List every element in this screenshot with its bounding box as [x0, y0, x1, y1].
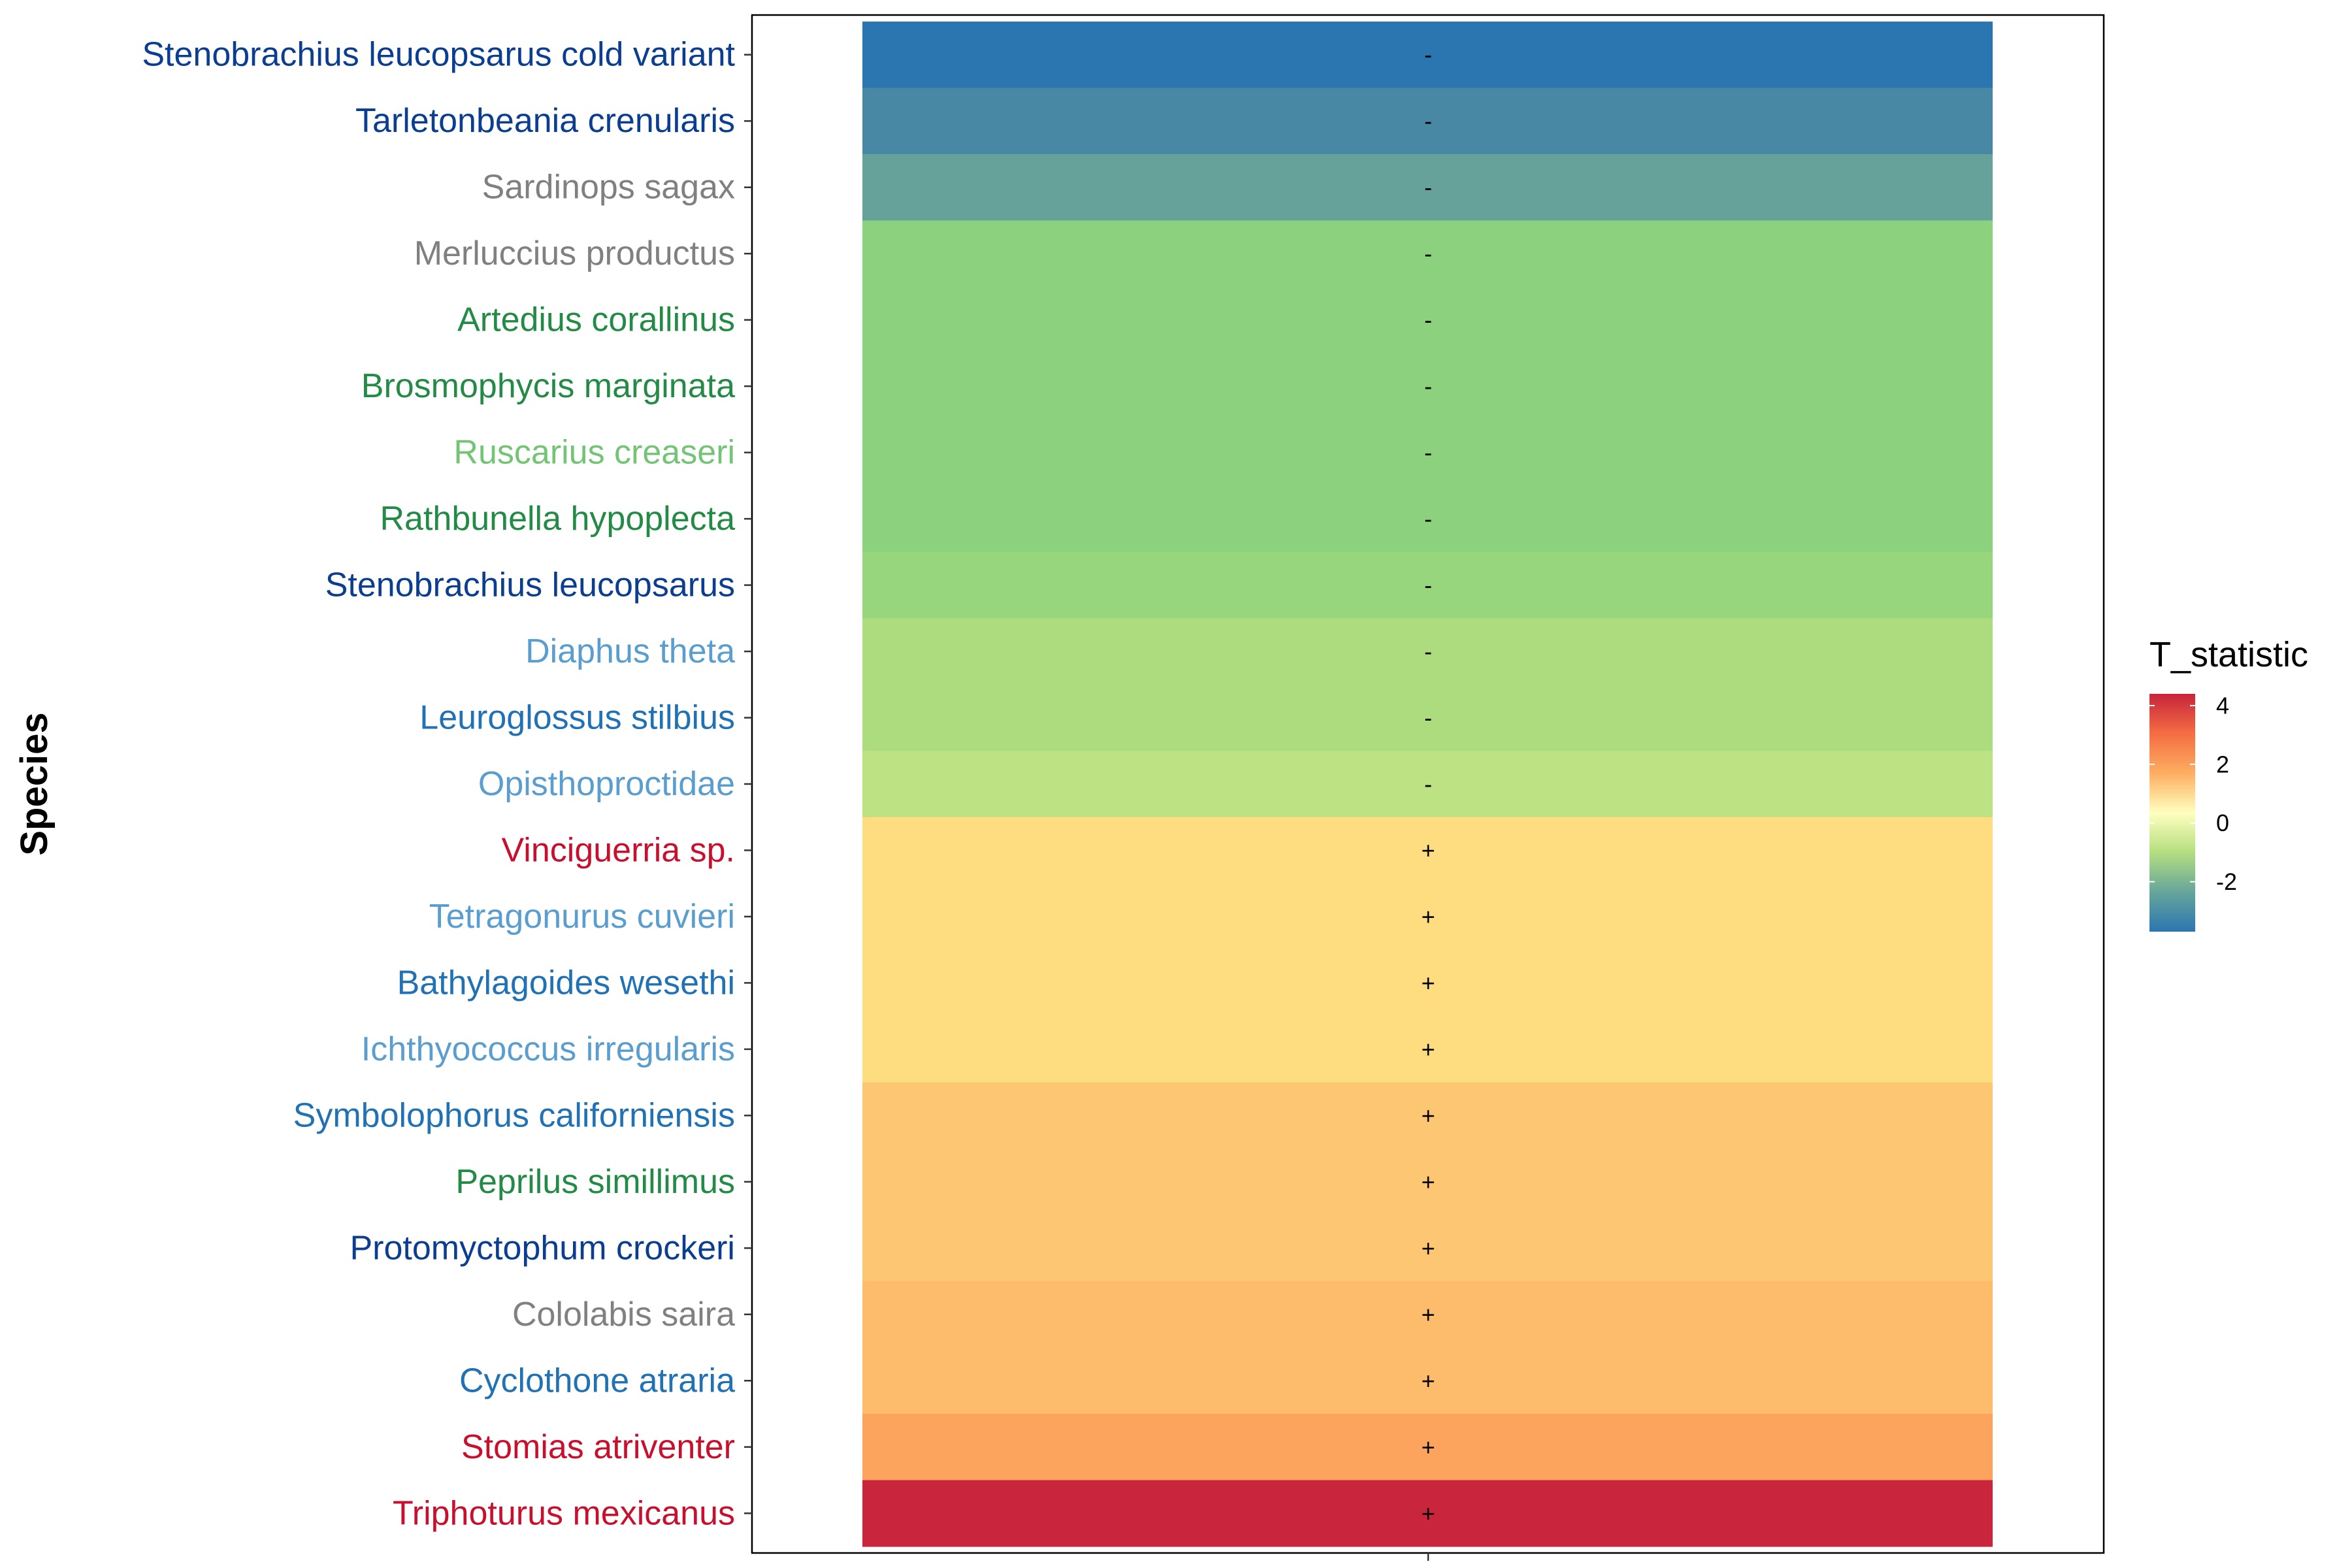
sign-label: - — [1424, 41, 1432, 68]
heatmap-tile — [862, 949, 1993, 1017]
heatmap-tile — [862, 1016, 1993, 1083]
species-label: Triphoturus mexicanus — [393, 1494, 735, 1532]
heatmap-tile — [862, 353, 1993, 420]
species-label: Stenobrachius leucopsarus cold variant — [142, 36, 735, 74]
sign-label: - — [1424, 638, 1432, 665]
legend-tick-label: 0 — [2216, 809, 2229, 836]
heatmap-tile — [862, 220, 1993, 287]
species-label: Rathbunella hypoplecta — [380, 500, 735, 538]
legend-colorbar — [2149, 694, 2195, 932]
heatmap-tile — [862, 1149, 1993, 1216]
heatmap-tile — [862, 485, 1993, 553]
species-label: Bathylagoides wesethi — [397, 964, 735, 1002]
sign-label: + — [1421, 1301, 1435, 1328]
sign-label: - — [1424, 572, 1432, 598]
heatmap-tile — [862, 88, 1993, 155]
sign-label: - — [1424, 771, 1432, 798]
heatmap-tile — [862, 419, 1993, 486]
sign-label: + — [1421, 1367, 1435, 1394]
species-label: Diaphus theta — [525, 632, 735, 670]
sign-label: - — [1424, 704, 1432, 731]
y-axis: Stenobrachius leucopsarus cold variant Ta… — [142, 36, 752, 1532]
heatmap-tile — [862, 618, 1993, 685]
sign-label: + — [1421, 1235, 1435, 1262]
sign-label: + — [1421, 903, 1435, 930]
heatmap-tile — [862, 1281, 1993, 1348]
species-label: Merluccius productus — [414, 235, 735, 272]
species-label: Cyclothone atraria — [459, 1362, 735, 1399]
species-label: Ruscarius creaseri — [453, 434, 735, 472]
sign-label: + — [1421, 1036, 1435, 1062]
sign-label: + — [1421, 1500, 1435, 1527]
sign-label: - — [1424, 439, 1432, 466]
species-label: Ichthyococcus irregularis — [361, 1030, 735, 1068]
sign-label: - — [1424, 174, 1432, 201]
species-label: Peprilus simillimus — [455, 1163, 735, 1201]
species-label: Brosmophycis marginata — [361, 367, 735, 405]
sign-label: + — [1421, 1102, 1435, 1129]
sign-label: + — [1421, 837, 1435, 864]
sign-labels: - - - - - - - - - - - - + + + + + + + + + + + — [1421, 41, 1435, 1527]
heatmap-tile — [862, 684, 1993, 751]
heatmap-tile — [862, 751, 1993, 818]
legend: T_statistic 4 2 0 -2 — [2149, 635, 2308, 932]
heatmap-tile — [862, 1347, 1993, 1414]
sign-label: + — [1421, 970, 1435, 996]
sign-label: + — [1421, 1433, 1435, 1460]
legend-tick-label: 2 — [2216, 751, 2229, 777]
species-label: Tarletonbeania crenularis — [355, 102, 735, 140]
species-label: Stomias atriventer — [461, 1428, 735, 1466]
species-label: Cololabis saira — [512, 1296, 735, 1333]
species-label: Tetragonurus cuvieri — [429, 898, 735, 936]
sign-label: - — [1424, 506, 1432, 532]
heatmap-tile — [862, 154, 1993, 221]
sign-label: + — [1421, 1168, 1435, 1195]
sign-label: - — [1424, 306, 1432, 333]
legend-title: T_statistic — [2149, 635, 2308, 674]
heatmap-tile — [862, 551, 1993, 619]
heatmap-tile — [862, 1082, 1993, 1149]
species-label: Protomyctophum crockeri — [350, 1229, 735, 1267]
species-label: Opisthoproctidae — [478, 765, 735, 803]
heatmap-tile — [862, 22, 1993, 89]
heatmap-tile — [862, 1480, 1993, 1547]
species-label: Artedius corallinus — [457, 301, 735, 339]
legend-tick-label: 4 — [2216, 692, 2229, 719]
heatmap-tile — [862, 286, 1993, 353]
sign-label: - — [1424, 108, 1432, 135]
sign-label: - — [1424, 240, 1432, 267]
heatmap-tile — [862, 883, 1993, 951]
species-label: Sardinops sagax — [482, 169, 735, 206]
species-label: Symbolophorus californiensis — [293, 1096, 735, 1134]
heatmap-tile — [862, 817, 1993, 884]
species-label: Leuroglossus stilbius — [419, 699, 735, 737]
legend-tick-label: -2 — [2216, 868, 2237, 895]
species-label: Stenobrachius leucopsarus — [325, 566, 735, 604]
y-axis-title: Species — [13, 712, 56, 855]
sign-label: - — [1424, 373, 1432, 400]
heatmap-tile — [862, 1215, 1993, 1282]
legend-ticks: 4 2 0 -2 — [2149, 692, 2237, 895]
heatmap-tile — [862, 1414, 1993, 1481]
species-label: Vinciguerria sp. — [502, 831, 735, 869]
heatmap-tiles — [862, 22, 1993, 1547]
